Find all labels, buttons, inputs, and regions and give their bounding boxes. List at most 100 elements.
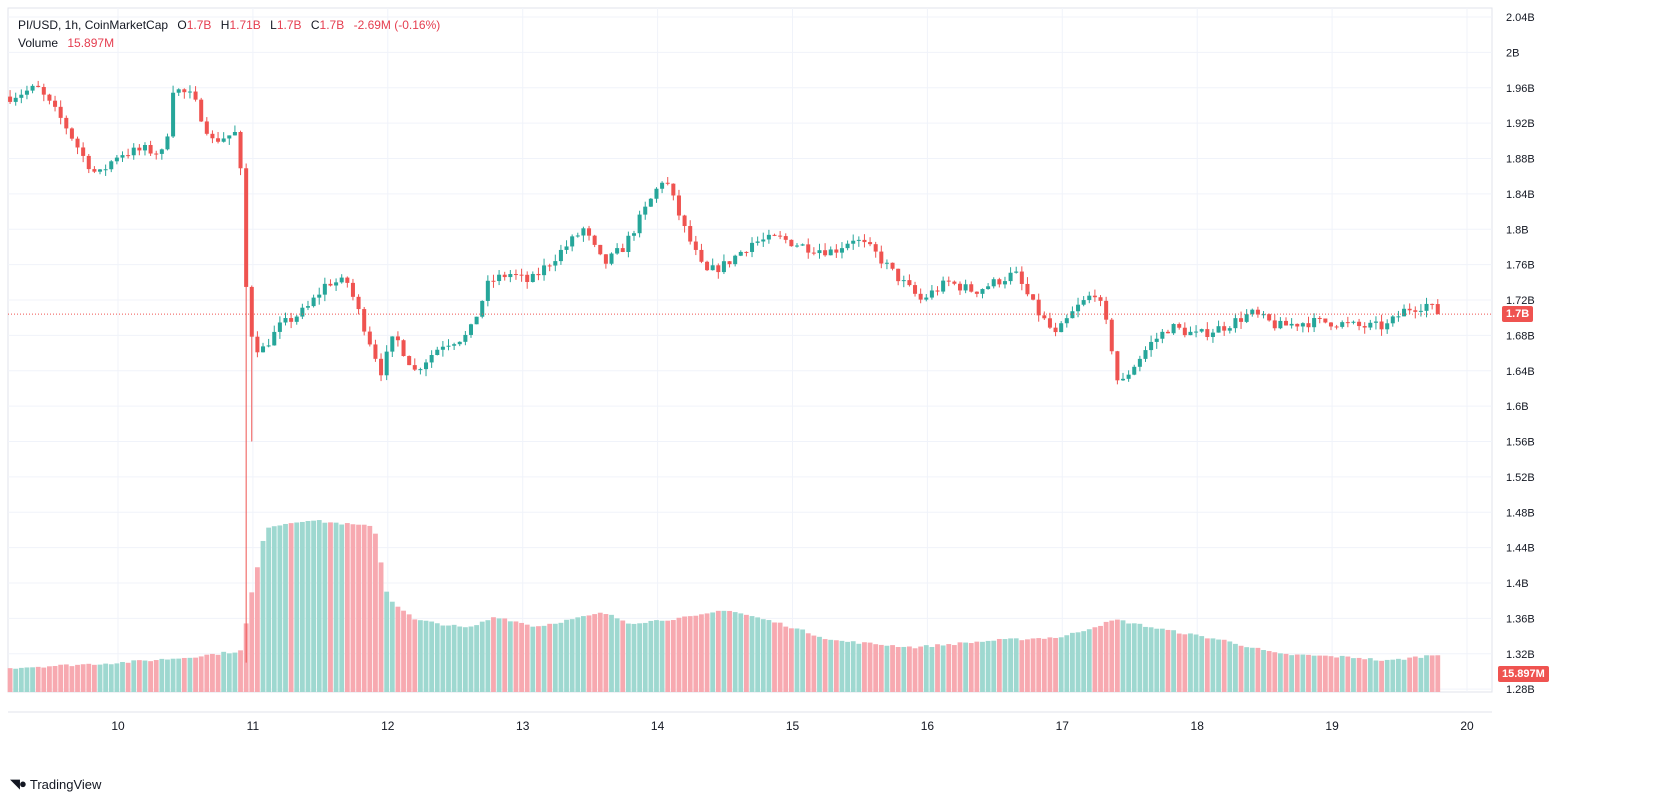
volume-bar [47,666,52,692]
candle [390,336,395,358]
candle [744,251,749,257]
candle [547,263,552,272]
candle [862,234,867,248]
volume-bar [513,621,519,692]
volume-bar [968,643,974,692]
candle-body [148,144,153,154]
legend-low-value: 1.7B [276,18,302,32]
candle [969,281,974,293]
volume-bar [575,617,581,692]
volume-bar [1064,635,1070,692]
candle-body [401,340,406,357]
candle-body [221,138,226,142]
candle-body [255,336,260,353]
time-axis[interactable]: 10 11 12 13 14 15 16 17 18 19 20 [111,719,1474,733]
candle [8,90,13,104]
volume-bar [1075,632,1081,692]
volume-bar [665,620,671,692]
candle [165,133,170,151]
volume-bar [125,662,131,692]
candle-body [913,285,918,294]
candle [710,258,715,271]
candle-body [716,265,721,273]
candle-body [1424,303,1429,311]
candle [176,88,181,96]
volume-bar [710,612,716,692]
candle [901,275,906,288]
candle-body [924,297,929,300]
candle-body [615,248,620,254]
candle [401,339,406,357]
candle-body [609,253,614,264]
price-axis[interactable]: 2.04B 2B 1.96B 1.92B 1.88B 1.84B 1.8B 1.76B 1.72… [1506,12,1535,696]
volume-bar [817,636,822,692]
candle-body [974,291,979,294]
volume-bar [833,640,839,692]
candle [513,269,518,280]
candle [1076,297,1081,318]
candle-body [1306,323,1311,328]
volume-bar [187,657,193,692]
candle [856,236,861,247]
volume-bar [1418,657,1424,692]
volume-bar [558,622,564,692]
candle-body [1070,311,1075,319]
candle [109,160,114,173]
candle-body [30,85,35,91]
volume-bar [344,523,350,692]
legend-high-label: H [220,18,230,32]
candle-body [463,334,468,342]
volume-bar [609,614,614,692]
candle [13,92,18,106]
volume-bar [1086,629,1092,692]
candle-body [800,244,805,246]
candle-body [126,155,131,157]
volume-bar [1429,655,1435,692]
candle-body [199,99,204,122]
volume-bar [862,642,867,692]
candle [30,84,35,94]
volume-bar [401,610,406,692]
legend-symbol[interactable]: PI/USD, 1h, CoinMarketCap [18,18,169,32]
legend-volume-row: Volume 15.897M [18,34,440,52]
candle-body [497,274,502,282]
candle [1070,306,1075,319]
candle-body [1317,317,1322,319]
volume-bar [935,644,940,692]
volume-bar [210,653,215,692]
candle-body [1300,323,1305,327]
candle [266,338,271,348]
volume-bar [1283,653,1289,692]
candle-body [587,228,592,236]
candle [1272,314,1277,331]
volume-bar [249,592,255,692]
y-tick-label: 1.28B [1506,684,1535,696]
candle-body [1334,326,1339,328]
volume-bar [339,524,345,692]
candle [294,314,299,325]
candle [1340,320,1345,329]
volume-bars [7,520,1441,692]
candle [615,243,620,255]
candle-body [81,147,86,156]
volume-bar [462,627,468,692]
candle-body [1087,295,1092,301]
volume-bar [159,658,165,692]
candle [1188,326,1193,336]
volume-bar [41,667,47,692]
volume-bar [322,522,328,692]
volume-bar [232,652,238,692]
brand[interactable]: ◥● TradingView [10,776,101,792]
candle-body [648,198,653,207]
candle [1362,322,1367,334]
candle-body [1272,320,1277,329]
legend-volume-label[interactable]: Volume [18,36,59,50]
volume-bar [260,540,266,692]
candle [1373,316,1378,330]
candle [98,169,103,175]
candle [1109,317,1114,355]
candle-body [772,234,777,236]
volume-bar [1193,634,1199,692]
